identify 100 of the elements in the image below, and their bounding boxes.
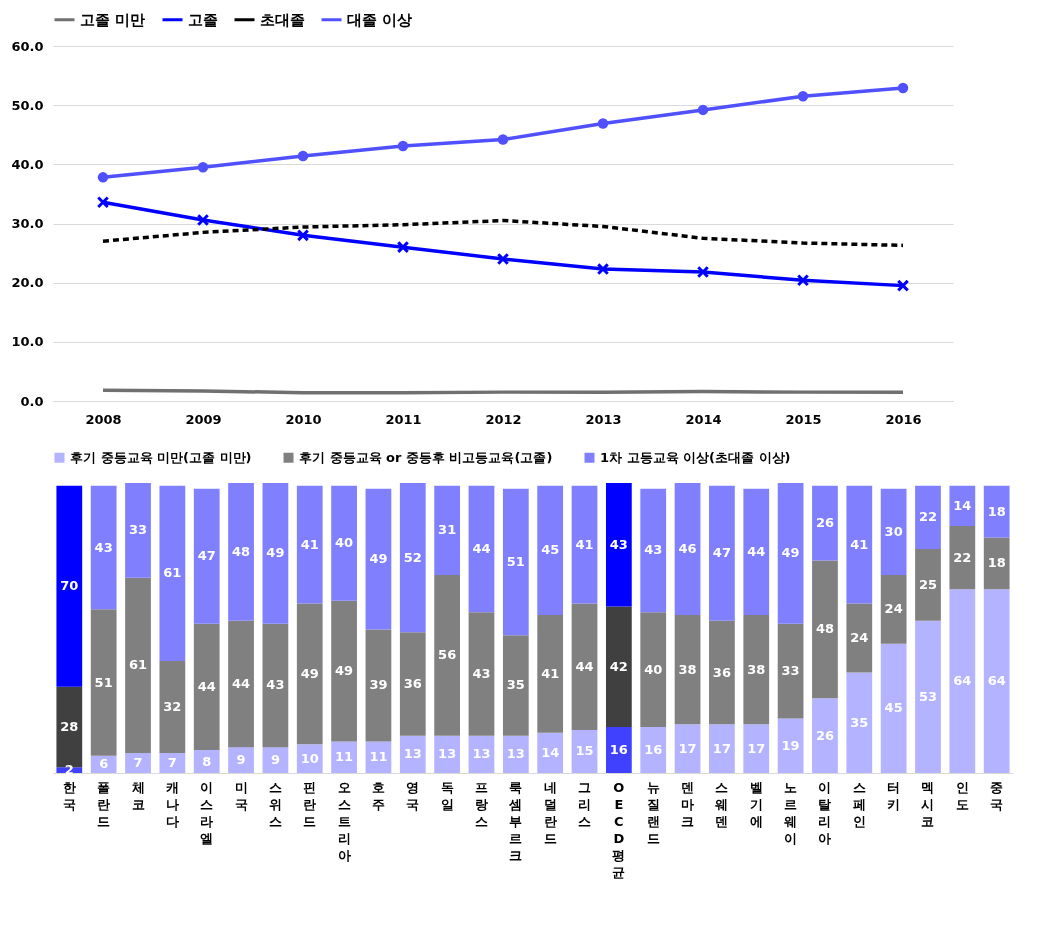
bar (709, 620, 735, 725)
data-label: 70 (60, 578, 79, 594)
data-label: 9 (236, 752, 246, 768)
data-label: 19 (781, 737, 800, 753)
bar (262, 483, 289, 624)
bar (365, 629, 392, 742)
bar (159, 661, 186, 753)
data-label: 32 (163, 698, 182, 714)
data-label: 45 (884, 700, 903, 716)
point (797, 91, 809, 102)
legend-label: 초대졸 (260, 10, 305, 29)
bar (159, 485, 186, 662)
bar (709, 485, 735, 621)
bar (331, 485, 357, 601)
point (297, 150, 309, 162)
bar (709, 724, 735, 773)
data-label: 39 (369, 677, 388, 693)
bar (674, 483, 701, 616)
x-tick-label: 벨기에 (749, 779, 763, 829)
data-label: 61 (163, 565, 182, 581)
bar (434, 485, 461, 575)
x-tick-label: 네덜란드 (543, 779, 557, 846)
x-tick-label: 독일 (440, 779, 454, 812)
bar (640, 727, 667, 773)
data-label: 49 (335, 663, 354, 679)
x-tick-label: 프랑스 (474, 779, 488, 829)
bar (777, 483, 804, 624)
legend-label: 후기 중등교육 미만(고졸 미만) (70, 449, 252, 465)
bar (537, 485, 564, 616)
bar (468, 612, 495, 736)
data-label: 33 (128, 522, 148, 538)
bar (949, 526, 976, 590)
data-label: 7 (133, 754, 143, 770)
y-tick-label: 40.0 (11, 156, 44, 172)
bar (262, 623, 289, 748)
data-label: 49 (266, 545, 285, 561)
bar (915, 620, 941, 773)
bar (846, 603, 873, 673)
data-label: 17 (747, 740, 766, 756)
data-label: 17 (678, 740, 697, 756)
data-label: 36 (403, 675, 422, 691)
x-tick-label: 노르웨이 (784, 779, 798, 846)
bar (90, 609, 117, 756)
bar (674, 615, 701, 725)
data-label: 43 (266, 677, 285, 693)
point (396, 240, 410, 254)
bar (743, 724, 770, 773)
bar (125, 577, 151, 753)
bar (777, 623, 804, 719)
data-label: 40 (335, 535, 354, 551)
bar (915, 549, 941, 621)
y-tick-label: 60.0 (11, 38, 44, 54)
data-label: 31 (438, 522, 457, 538)
data-label: 44 (472, 541, 491, 557)
point (96, 195, 110, 209)
point (497, 134, 509, 145)
bar (296, 485, 323, 604)
x-tick-label: 캐나다 (165, 779, 179, 829)
bar (399, 483, 426, 633)
data-label: 36 (712, 664, 731, 680)
data-label: 44 (232, 675, 251, 691)
bar (812, 560, 838, 699)
data-label: 48 (815, 621, 834, 637)
x-tick-label: 영국 (406, 779, 420, 812)
x-tick-label: OECD평균 (612, 779, 626, 880)
x-tick-label: 덴마크 (681, 779, 695, 829)
bar (193, 750, 220, 773)
bar (193, 488, 220, 624)
bar (228, 483, 254, 621)
data-label: 11 (369, 749, 388, 765)
point (296, 229, 310, 242)
data-label: 17 (712, 740, 731, 756)
data-label: 14 (541, 744, 560, 760)
data-label: 30 (884, 523, 903, 539)
bar (228, 747, 254, 773)
bar (812, 485, 838, 561)
data-label: 38 (678, 661, 697, 677)
bar (193, 623, 220, 751)
x-tick-label: 스위스 (268, 779, 282, 829)
bar (743, 488, 770, 616)
data-label: 15 (575, 743, 594, 759)
data-label: 49 (300, 665, 319, 681)
bar (571, 485, 598, 604)
bar (915, 485, 941, 550)
data-label: 9 (270, 752, 280, 768)
point (397, 140, 409, 152)
point (796, 274, 810, 287)
data-label: 44 (575, 658, 594, 674)
data-label: 24 (850, 630, 869, 646)
data-label: 26 (815, 727, 834, 743)
y-tick-label: 10.0 (11, 334, 44, 350)
point (596, 262, 610, 276)
bar (56, 485, 83, 687)
bar (159, 752, 186, 773)
data-label: 44 (747, 543, 766, 559)
bar (743, 615, 770, 725)
data-label: 43 (609, 536, 628, 552)
x-tick-label: 그리스 (578, 779, 592, 829)
data-label: 16 (609, 742, 628, 758)
data-label: 13 (403, 746, 422, 762)
